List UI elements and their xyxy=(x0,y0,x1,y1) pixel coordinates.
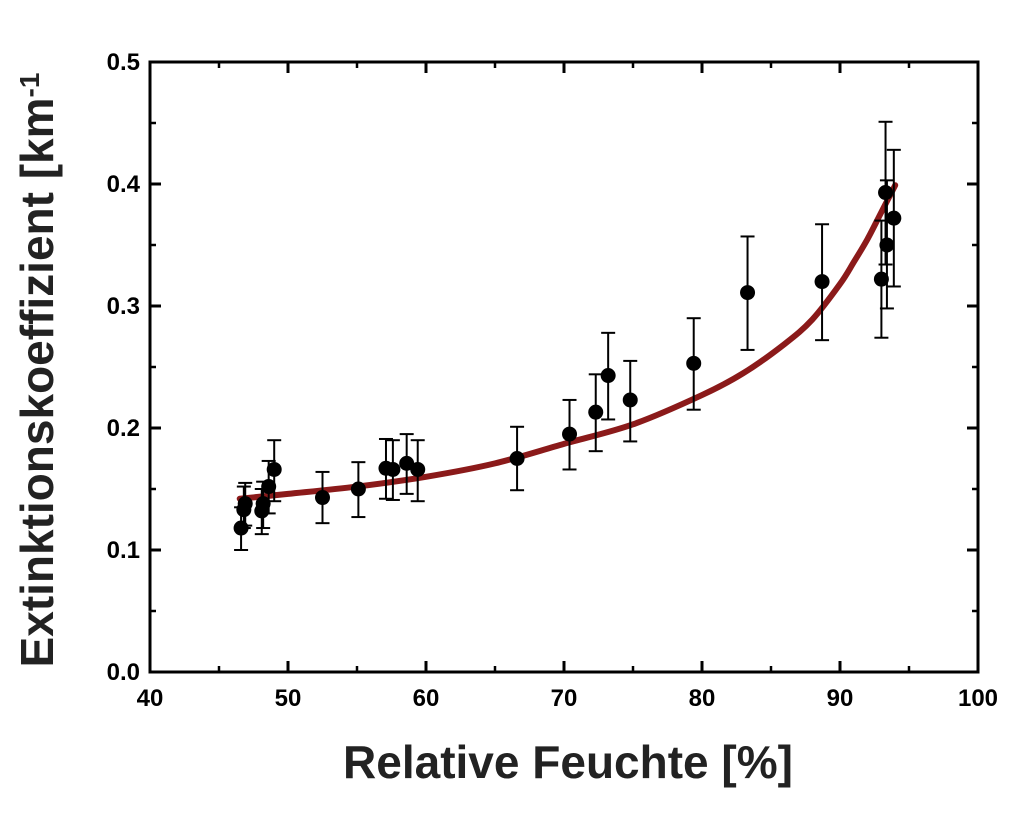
data-point xyxy=(878,185,894,201)
y-tick-label: 0.3 xyxy=(107,293,140,320)
data-point xyxy=(686,355,702,371)
y-tick-label: 0.2 xyxy=(107,415,140,442)
data-point xyxy=(740,285,756,301)
x-tick-label: 50 xyxy=(275,685,302,712)
data-point xyxy=(562,426,578,442)
x-tick-label: 80 xyxy=(689,685,716,712)
y-axis-title: Extinktionskoeffizient [km-1 xyxy=(11,73,63,668)
x-tick-label: 60 xyxy=(413,685,440,712)
data-point xyxy=(814,274,830,290)
data-point xyxy=(622,392,638,408)
data-point xyxy=(266,461,282,477)
data-point xyxy=(509,451,525,466)
data-point xyxy=(410,461,426,477)
data-point xyxy=(237,496,253,512)
y-axis-title-main: Extinktionskoeffizient [km xyxy=(11,97,63,667)
data-point xyxy=(399,455,415,471)
data-point xyxy=(315,490,330,506)
data-point xyxy=(350,481,366,497)
data-point xyxy=(255,496,271,512)
x-tick-label: 100 xyxy=(958,685,998,712)
data-point xyxy=(886,210,902,226)
data-point xyxy=(385,461,401,477)
y-tick-label: 0.5 xyxy=(107,49,140,76)
y-axis-title-sup: -1 xyxy=(14,73,45,98)
fit-curve xyxy=(236,182,899,502)
data-point xyxy=(873,271,889,287)
x-tick-label: 70 xyxy=(551,685,578,712)
data-point xyxy=(261,479,277,495)
svg-text:Extinktionskoeffizient [km-1: Extinktionskoeffizient [km-1 xyxy=(11,73,63,668)
x-axis-title: Relative Feuchte [%] xyxy=(343,736,793,788)
x-tick-label: 90 xyxy=(827,685,854,712)
y-tick-label: 0.1 xyxy=(107,537,140,564)
data-point xyxy=(879,237,895,253)
data-point xyxy=(600,368,616,384)
y-tick-label: 0.4 xyxy=(107,171,141,198)
x-tick-label: 40 xyxy=(137,685,164,712)
data-point xyxy=(233,520,249,536)
y-tick-label: 0.0 xyxy=(107,659,140,686)
data-point xyxy=(588,404,604,420)
plot-frame xyxy=(148,60,980,674)
